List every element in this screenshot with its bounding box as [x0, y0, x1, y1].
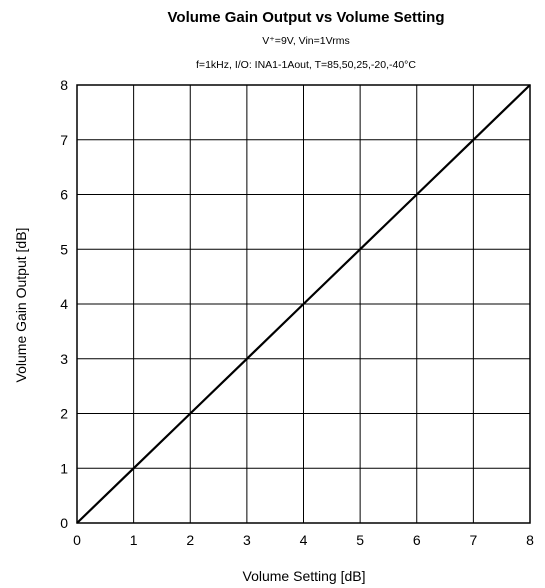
y-tick-label: 8 [60, 77, 68, 93]
x-tick-label: 5 [356, 532, 364, 548]
x-tick-label: 6 [413, 532, 421, 548]
y-tick-label: 5 [60, 241, 68, 257]
series-line [76, 84, 531, 524]
y-tick-label: 7 [60, 132, 68, 148]
y-tick-label: 1 [60, 460, 68, 476]
x-tick-label: 2 [186, 532, 194, 548]
x-tick-label: 0 [73, 532, 81, 548]
tick-labels: 0 1 2 3 4 5 6 7 8 0 1 2 3 4 5 6 7 8 [60, 77, 534, 548]
x-tick-label: 4 [300, 532, 308, 548]
y-tick-label: 2 [60, 406, 68, 422]
x-tick-label: 7 [469, 532, 477, 548]
x-axis-label: Volume Setting [dB] [243, 568, 366, 584]
x-tick-label: 8 [526, 532, 534, 548]
y-axis-label: Volume Gain Output [dB] [13, 228, 29, 383]
y-tick-label: 0 [60, 515, 68, 531]
x-tick-label: 1 [130, 532, 138, 548]
x-tick-label: 3 [243, 532, 251, 548]
y-tick-label: 6 [60, 187, 68, 203]
series-layer [76, 84, 531, 524]
chart-subtitle-1: V⁺=9V, Vin=1Vrms [262, 35, 349, 47]
plot-frame [76, 84, 531, 524]
chart-subtitle-2: f=1kHz, I/O: INA1-1Aout, T=85,50,25,-20,… [196, 59, 416, 71]
y-tick-label: 4 [60, 296, 68, 312]
y-tick-label: 3 [60, 351, 68, 367]
chart-title: Volume Gain Output vs Volume Setting [168, 9, 445, 26]
grid [77, 85, 530, 523]
